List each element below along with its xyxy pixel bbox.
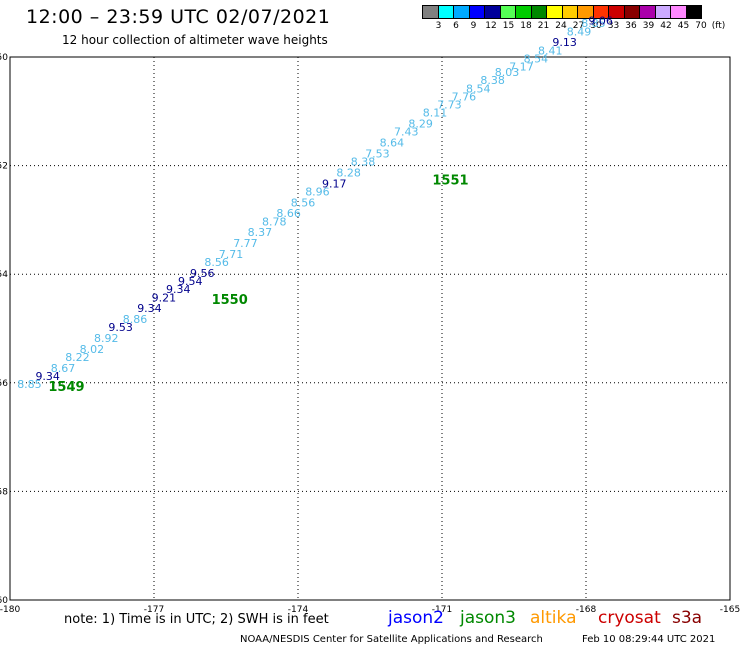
wave-height-point: 8.54 xyxy=(524,52,549,65)
colorbar-label: 21 xyxy=(537,21,550,31)
x-tick-label: -171 xyxy=(432,605,452,615)
x-tick-label: -177 xyxy=(144,605,164,615)
wave-height-point: 8.85 xyxy=(17,378,42,391)
wave-height-point: 9.21 xyxy=(152,291,177,304)
wave-height-point: 8.64 xyxy=(380,137,405,150)
plot-frame xyxy=(9,56,731,601)
pass-number-label: 1551 xyxy=(432,174,468,189)
y-tick-label: -50 xyxy=(0,53,8,63)
colorbar-label: 27 xyxy=(572,21,585,31)
colorbar-label: (ft) xyxy=(711,21,726,31)
colorbar-label: 24 xyxy=(555,21,567,31)
colorbar-label: 3 xyxy=(435,21,442,31)
wave-height-point: 7.53 xyxy=(365,147,390,160)
wave-height-point: 9.17 xyxy=(322,177,347,190)
data-points: 8.859.348.678.228.028.929.538.869.349.21… xyxy=(17,14,613,391)
x-tick-label: -180 xyxy=(0,605,20,615)
colorbar-label: 6 xyxy=(453,21,459,31)
colorbar-label: 39 xyxy=(642,21,655,31)
wave-height-point: 8.86 xyxy=(123,313,148,326)
colorbar-label: 30 xyxy=(590,21,602,31)
wave-height-point: 9.56 xyxy=(190,267,215,280)
wave-height-point: 7.71 xyxy=(219,248,244,261)
wave-height-point: 7.43 xyxy=(394,126,419,139)
y-tick-label: -58 xyxy=(0,487,8,497)
wave-height-point: 8.38 xyxy=(480,74,505,87)
wave-height-point: 7.17 xyxy=(509,61,534,74)
wave-height-point: 8.66 xyxy=(276,207,301,220)
wave-height-point: 9.34 xyxy=(137,302,162,315)
colorbar-label: 42 xyxy=(660,21,672,31)
x-tick-label: -165 xyxy=(720,605,740,615)
wave-height-point: 9.53 xyxy=(108,321,132,334)
wave-height-point: 8.49 xyxy=(567,25,592,38)
wave-height-point: 9.06 xyxy=(588,14,613,27)
wave-height-point: 8.38 xyxy=(351,156,376,169)
satellite-jason3: jason3 xyxy=(460,608,516,628)
satellite-cryosat: cryosat xyxy=(598,608,661,628)
colorbar-label: 70 xyxy=(695,21,707,31)
wave-height-point: 8.78 xyxy=(262,215,287,228)
wave-height-point: 9.54 xyxy=(178,275,203,288)
wave-height-point: 8.56 xyxy=(204,256,229,269)
wave-height-point: 8.11 xyxy=(423,107,448,120)
generation-date: Feb 10 08:29:44 UTC 2021 xyxy=(582,634,716,645)
y-tick-label: -56 xyxy=(0,379,8,389)
y-tick-label: -54 xyxy=(0,270,8,280)
pass-number-label: 1549 xyxy=(48,380,84,395)
satellite-s3a: s3a xyxy=(672,608,703,628)
chart-subtitle: 12 hour collection of altimeter wave hei… xyxy=(62,33,328,47)
chart-title: 12:00 – 23:59 UTC 02/07/2021 xyxy=(26,6,331,28)
colorbar-label: 12 xyxy=(485,21,497,31)
wave-height-point: 8.22 xyxy=(65,351,90,364)
wave-height-point: 8.85 xyxy=(581,17,606,30)
wave-height-point: 8.37 xyxy=(248,226,273,239)
wave-height-point: 8.92 xyxy=(94,332,119,345)
y-tick-label: -52 xyxy=(0,162,8,172)
colorbar-label: 18 xyxy=(520,21,532,31)
wave-height-point: 8.54 xyxy=(466,82,491,95)
colorbar-label: 33 xyxy=(607,21,620,31)
colorbar-label: 9 xyxy=(470,21,477,31)
wave-height-point: 7.76 xyxy=(452,90,477,103)
wave-height-point: 7.73 xyxy=(437,99,462,112)
y-tick-label: -60 xyxy=(0,596,8,606)
wave-height-point: 8.96 xyxy=(305,185,330,198)
wave-height-point: 9.13 xyxy=(552,36,577,49)
wave-height-point: 9.34 xyxy=(166,283,191,296)
credit-text: NOAA/NESDIS Center for Satellite Applica… xyxy=(240,634,543,645)
colorbar-swatch xyxy=(685,5,702,19)
wave-height-point: 8.02 xyxy=(80,343,105,356)
colorbar-legend xyxy=(422,5,702,19)
colorbar-label: 45 xyxy=(677,21,690,31)
pass-labels: 1549 1550 1551 xyxy=(48,174,468,395)
colorbar-label: 15 xyxy=(502,21,515,31)
x-tick-label: -168 xyxy=(576,605,597,615)
wave-height-point: 8.29 xyxy=(408,118,433,131)
wave-height-point: 8.41 xyxy=(538,44,563,57)
satellite-jason2: jason2 xyxy=(388,608,444,628)
axis-ticks: -180 -177 -174 -171 -168 -165 -50 -52 -54 -56 -58 -… xyxy=(0,53,740,615)
wave-height-point: 7.77 xyxy=(233,237,258,250)
grid-lines xyxy=(10,57,730,600)
x-tick-label: -174 xyxy=(288,605,309,615)
wave-height-point: 9.34 xyxy=(35,370,60,383)
footer-note: note: 1) Time is in UTC; 2) SWH is in fe… xyxy=(64,612,329,627)
colorbar-label: 36 xyxy=(625,21,637,31)
wave-height-point: 8.28 xyxy=(336,166,361,179)
satellite-altika: altika xyxy=(530,608,577,628)
wave-height-point: 8.67 xyxy=(51,362,76,375)
pass-number-label: 1550 xyxy=(212,293,248,308)
wave-height-point: 8.03 xyxy=(495,66,520,79)
wave-height-point: 8.56 xyxy=(291,196,316,209)
